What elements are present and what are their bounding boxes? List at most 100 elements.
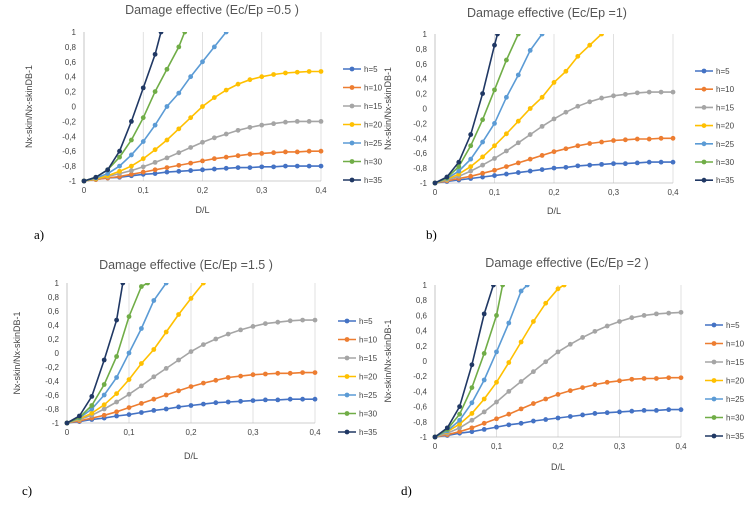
- legend-label: h=25: [726, 395, 745, 404]
- legend-label: h=30: [359, 410, 378, 419]
- y-tick-label: 0,2: [416, 342, 428, 351]
- data-point: [247, 124, 253, 130]
- data-point: [126, 391, 132, 397]
- data-point: [480, 170, 485, 176]
- data-point: [81, 178, 87, 184]
- data-point: [164, 155, 170, 161]
- y-tick-label: 0,4: [416, 75, 428, 84]
- data-point: [580, 335, 585, 340]
- data-point: [163, 392, 169, 398]
- data-point: [287, 396, 293, 402]
- data-point: [531, 418, 536, 424]
- data-point: [599, 34, 604, 37]
- data-point: [152, 51, 158, 57]
- y-tick-label: -0,8: [62, 162, 76, 171]
- data-point: [518, 420, 524, 426]
- x-tick-label: 0,4: [309, 428, 321, 437]
- data-point: [140, 169, 146, 175]
- data-point: [617, 319, 622, 324]
- data-point: [238, 327, 244, 333]
- y-tick-label: -1: [420, 179, 428, 188]
- data-point: [176, 44, 182, 50]
- data-point: [283, 70, 288, 76]
- data-point: [563, 68, 569, 74]
- legend-marker: [349, 159, 355, 164]
- x-tick-label: 0,1: [489, 188, 501, 197]
- x-tick-label: 0: [433, 188, 438, 197]
- legend-label: h=20: [726, 377, 745, 386]
- chart-panel-c: Damage effective (Ec/Ep =1.5 ) 0 0,1 0,2 0,3…: [0, 253, 378, 505]
- data-point: [531, 401, 536, 406]
- data-point: [599, 139, 604, 145]
- y-tick-label: 1: [72, 28, 77, 37]
- data-point: [188, 74, 194, 80]
- data-point: [592, 382, 598, 387]
- data-point: [163, 406, 169, 412]
- data-point: [527, 47, 533, 53]
- chart-a: Damage effective (Ec/Ep =0.5 ) 0 0,1 0,2 0,3…: [24, 3, 383, 215]
- data-point: [259, 122, 265, 128]
- data-point: [492, 173, 497, 178]
- data-point: [129, 119, 134, 124]
- data-point: [139, 284, 144, 289]
- data-point: [201, 401, 206, 407]
- data-point: [126, 405, 132, 410]
- legend-label: h=35: [726, 432, 745, 441]
- y-tick-label: 0,6: [48, 307, 60, 316]
- data-point: [492, 42, 497, 48]
- data-point: [515, 160, 521, 166]
- y-tick-label: 1: [423, 281, 428, 290]
- x-tick-label: 0: [82, 186, 87, 195]
- data-point: [518, 379, 524, 384]
- data-point: [263, 371, 268, 377]
- data-point: [480, 174, 485, 180]
- legend-marker: [349, 85, 355, 90]
- data-point: [658, 89, 664, 95]
- legend-marker: [701, 105, 707, 110]
- data-point: [555, 415, 561, 421]
- data-point: [188, 145, 194, 150]
- legend-marker: [711, 415, 717, 420]
- data-point: [629, 408, 635, 414]
- data-point: [250, 324, 256, 329]
- data-point: [604, 323, 610, 329]
- data-point: [213, 336, 219, 342]
- data-point: [176, 162, 182, 168]
- data-point: [201, 283, 206, 286]
- data-point: [666, 310, 672, 316]
- data-point: [567, 341, 573, 347]
- data-point: [211, 156, 217, 162]
- data-point: [225, 331, 231, 337]
- data-point: [117, 163, 122, 169]
- data-point: [658, 159, 664, 165]
- y-tick-label: -0,4: [45, 377, 59, 386]
- data-point: [468, 132, 474, 137]
- data-point: [294, 163, 300, 169]
- x-tick-label: 0,1: [491, 442, 503, 451]
- data-point: [494, 379, 499, 385]
- data-point: [140, 85, 146, 91]
- data-point: [551, 80, 557, 85]
- data-point: [604, 379, 610, 385]
- data-point: [238, 398, 244, 404]
- series-line: [83, 32, 162, 182]
- data-point: [176, 126, 182, 132]
- data-point: [312, 370, 318, 375]
- data-point: [126, 412, 132, 417]
- data-point: [77, 413, 82, 419]
- data-point: [555, 349, 561, 355]
- data-point: [223, 32, 229, 35]
- data-point: [101, 412, 107, 418]
- data-point: [259, 151, 265, 156]
- legend-label: h=15: [716, 103, 735, 112]
- data-point: [223, 154, 229, 160]
- y-tick-label: 0,4: [65, 73, 77, 82]
- data-point: [432, 434, 438, 440]
- data-point: [678, 407, 684, 413]
- legend-marker: [701, 86, 707, 92]
- data-point: [543, 359, 549, 365]
- data-point: [294, 119, 300, 124]
- x-tick-label: 0: [65, 428, 70, 437]
- data-point: [140, 164, 146, 170]
- data-point: [575, 103, 581, 109]
